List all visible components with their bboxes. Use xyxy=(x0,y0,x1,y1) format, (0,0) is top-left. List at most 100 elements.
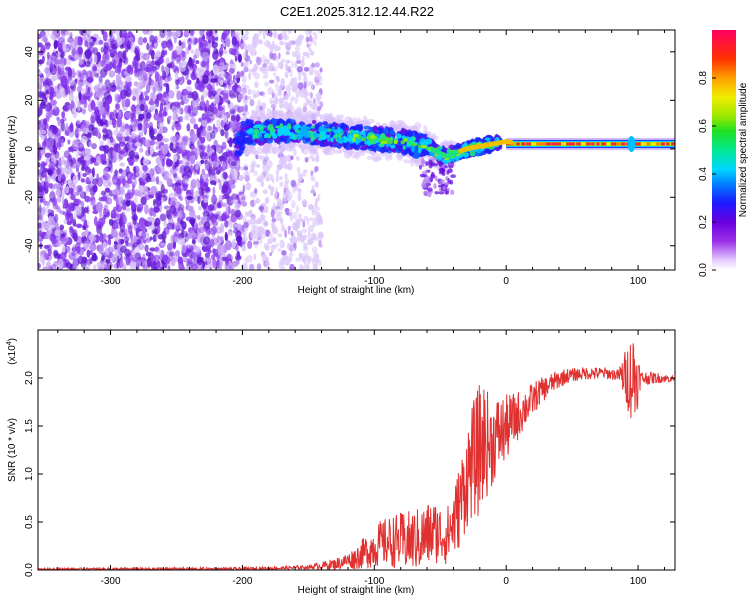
noise-speckle xyxy=(49,61,55,69)
noise-speckle-faint xyxy=(313,103,317,109)
noise-speckle-faint xyxy=(294,46,301,53)
signal-tail xyxy=(450,189,455,195)
noise-speckle xyxy=(105,259,111,264)
noise-speckle xyxy=(173,173,178,179)
noise-speckle xyxy=(160,242,166,247)
noise-speckle xyxy=(85,165,89,170)
noise-speckle-faint xyxy=(305,252,310,258)
signal-core xyxy=(310,141,317,146)
noise-speckle xyxy=(176,90,182,100)
noise-speckle xyxy=(73,186,79,192)
noise-speckle xyxy=(100,190,106,196)
noise-speckle xyxy=(155,196,162,207)
noise-speckle-faint xyxy=(241,244,247,252)
noise-speckle xyxy=(156,266,163,270)
noise-speckle xyxy=(41,164,46,172)
noise-speckle xyxy=(121,37,125,43)
noise-speckle xyxy=(222,49,228,55)
noise-speckle-faint xyxy=(311,62,316,68)
noise-speckle xyxy=(224,35,231,46)
noise-speckle xyxy=(107,46,111,53)
noise-speckle xyxy=(202,89,208,98)
noise-speckle xyxy=(114,169,118,177)
noise-speckle xyxy=(81,190,84,199)
noise-speckle xyxy=(191,133,197,144)
noise-speckle xyxy=(234,203,240,211)
noise-speckle-faint xyxy=(313,40,317,47)
noise-speckle xyxy=(149,35,155,43)
noise-speckle xyxy=(234,56,238,62)
noise-speckle-faint xyxy=(280,77,286,87)
noise-speckle xyxy=(210,153,216,162)
noise-speckle xyxy=(47,248,52,257)
noise-speckle xyxy=(180,220,184,225)
noise-speckle xyxy=(103,110,107,120)
noise-speckle-faint xyxy=(256,89,260,98)
noise-speckle xyxy=(75,205,82,215)
noise-speckle xyxy=(111,119,117,126)
noise-speckle xyxy=(213,47,218,55)
noise-speckle xyxy=(116,244,123,249)
noise-speckle-faint xyxy=(298,73,302,81)
noise-speckle xyxy=(155,145,160,150)
noise-speckle-faint xyxy=(298,263,303,270)
noise-speckle xyxy=(148,127,156,136)
noise-speckle xyxy=(103,204,109,211)
noise-speckle xyxy=(211,35,216,45)
noise-speckle-faint xyxy=(299,34,305,40)
noise-speckle xyxy=(141,231,147,240)
noise-speckle xyxy=(203,265,211,270)
noise-speckle xyxy=(87,38,93,43)
noise-speckle xyxy=(47,208,52,215)
noise-speckle xyxy=(198,226,205,234)
noise-speckle xyxy=(140,60,146,70)
noise-speckle xyxy=(136,203,144,211)
noise-speckle xyxy=(96,177,103,187)
noise-speckle-faint xyxy=(260,182,264,186)
noise-speckle xyxy=(160,184,165,194)
noise-speckle xyxy=(180,63,186,72)
noise-speckle xyxy=(124,111,132,119)
signal-tail xyxy=(446,170,450,175)
noise-speckle xyxy=(133,196,138,205)
noise-speckle xyxy=(218,179,222,191)
noise-speckle xyxy=(151,210,156,217)
noise-speckle xyxy=(112,79,116,86)
noise-speckle-faint xyxy=(279,181,284,187)
noise-speckle xyxy=(197,205,203,211)
noise-speckle xyxy=(95,114,102,123)
noise-speckle xyxy=(59,224,65,231)
noise-speckle xyxy=(105,265,109,270)
noise-speckle xyxy=(172,121,176,130)
noise-speckle xyxy=(113,195,119,202)
noise-speckle xyxy=(235,242,239,252)
noise-speckle xyxy=(167,31,173,37)
noise-speckle xyxy=(187,37,192,43)
noise-speckle xyxy=(228,90,234,97)
noise-speckle xyxy=(82,240,90,250)
noise-speckle xyxy=(165,157,171,165)
noise-speckle xyxy=(210,229,214,237)
noise-speckle-faint xyxy=(311,246,318,254)
noise-speckle xyxy=(116,38,124,46)
noise-speckle xyxy=(132,95,137,101)
noise-speckle-faint xyxy=(273,236,277,243)
noise-speckle xyxy=(46,30,50,37)
noise-speckle xyxy=(149,145,154,155)
noise-speckle xyxy=(112,30,117,35)
noise-speckle xyxy=(38,106,43,117)
noise-speckle xyxy=(200,95,205,103)
noise-speckle xyxy=(194,101,200,108)
noise-speckle xyxy=(108,147,114,152)
noise-speckle xyxy=(216,65,224,75)
noise-speckle xyxy=(178,40,182,46)
noise-speckle xyxy=(104,187,111,193)
signal-core xyxy=(254,120,262,125)
noise-speckle xyxy=(219,56,224,64)
noise-speckle-faint xyxy=(258,205,265,211)
noise-speckle xyxy=(142,264,149,270)
noise-speckle xyxy=(84,91,92,100)
noise-speckle xyxy=(45,229,50,240)
noise-speckle xyxy=(102,52,108,63)
noise-speckle-faint xyxy=(289,263,295,270)
